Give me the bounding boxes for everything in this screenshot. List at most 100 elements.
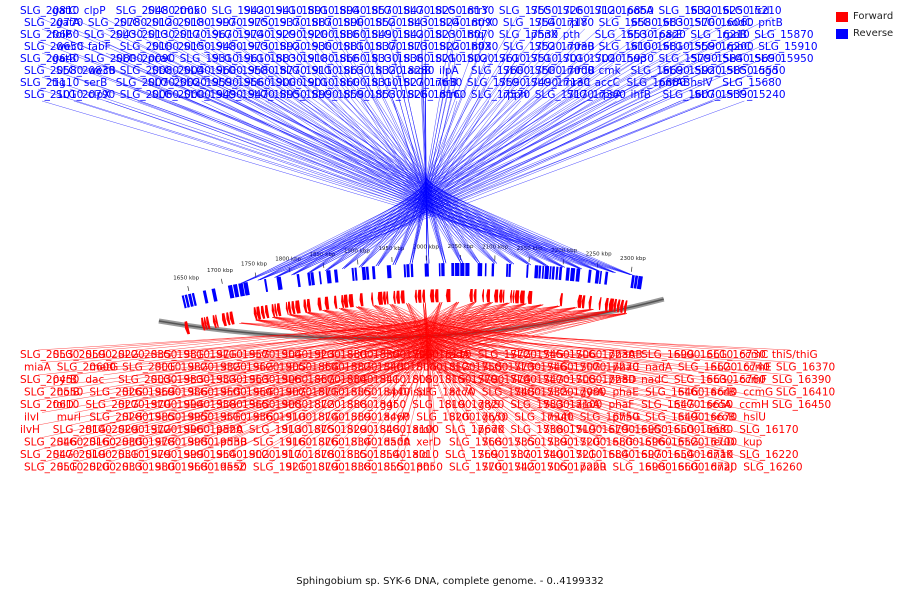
forward-gene xyxy=(333,295,338,309)
reverse-gene-label: ntrC xyxy=(439,89,461,101)
reverse-gene-label: fabF xyxy=(88,41,111,53)
reverse-gene-label: SLG_17490 xyxy=(499,77,558,89)
legend-item-reverse: Reverse xyxy=(836,25,893,42)
gene-leader-line xyxy=(307,311,660,351)
gene-leader-line xyxy=(293,40,498,264)
gene-leader-line xyxy=(276,16,709,278)
gene-leader-line xyxy=(243,16,773,283)
reverse-gene-label: SLG_20640 xyxy=(20,53,79,65)
forward-gene-label: phaE xyxy=(612,387,638,399)
gene-leader-line xyxy=(107,308,592,438)
reverse-gene-label: SLG_15210 xyxy=(722,5,781,17)
forward-gene-label: SLG_19500 xyxy=(187,387,246,399)
reverse-gene-label: SLG_20770 xyxy=(24,17,83,29)
reverse-gene-label: parE xyxy=(658,29,682,41)
forward-gene-label: SLG_18400 xyxy=(351,362,410,374)
forward-gene xyxy=(604,297,609,311)
forward-gene-label: SLG_20030 xyxy=(118,374,177,386)
gene-leader-line xyxy=(70,311,611,451)
reverse-gene-label: SLG_18600 xyxy=(307,77,366,89)
forward-swatch xyxy=(836,11,848,22)
forward-gene xyxy=(253,307,258,321)
gene-leader-line xyxy=(291,100,681,276)
reverse-gene-label: SLG_19110 xyxy=(279,65,338,77)
reverse-gene-label: SLG_15870 xyxy=(754,29,813,41)
forward-gene-label: ispD/ispF xyxy=(384,387,432,399)
forward-gene xyxy=(620,299,625,313)
forward-gene-label: SLG_19650 xyxy=(216,399,275,411)
gene-leader-line xyxy=(201,304,544,401)
reverse-gene-label: SLG_19730 xyxy=(216,41,275,53)
forward-gene-label: SLG_16390 xyxy=(772,374,831,386)
forward-gene-label: SLG_20190 xyxy=(53,449,112,461)
gene-leader-line xyxy=(241,322,790,376)
forward-gene-label: SLG_17340 xyxy=(514,412,573,424)
gene-leader-line xyxy=(105,100,597,271)
gene-leader-line xyxy=(375,76,521,267)
reverse-gene xyxy=(403,264,407,278)
gene-leader-line xyxy=(274,100,713,278)
reverse-gene xyxy=(184,294,190,308)
gene-leader-line xyxy=(165,64,565,268)
reverse-gene-label: SLG_19200 xyxy=(275,29,334,41)
gene-leader-line xyxy=(172,305,558,438)
forward-gene xyxy=(291,300,296,315)
forward-gene-label: SLG_18380 xyxy=(318,462,377,474)
reverse-gene-label: SLG_20080 xyxy=(120,65,179,77)
gene-leader-line xyxy=(425,302,431,451)
forward-gene-label: SLG_19800 xyxy=(122,462,181,474)
gene-leader-line xyxy=(361,100,461,264)
gene-leader-line xyxy=(325,64,481,264)
forward-gene xyxy=(265,305,270,319)
forward-gene xyxy=(226,312,231,326)
gene-leader-line xyxy=(411,40,454,265)
gene-leader-line xyxy=(261,16,515,265)
forward-gene-label: SLG_19020 xyxy=(216,449,275,461)
gene-leader-line xyxy=(288,314,696,438)
reverse-gene-label: icd xyxy=(754,5,769,17)
forward-gene-label: SLG_20300 xyxy=(89,437,148,449)
forward-gene-label: SLG_19830 xyxy=(151,374,210,386)
forward-gene-label: kup xyxy=(743,437,762,449)
scale-label: 2300 kbp xyxy=(620,256,646,262)
reverse-gene xyxy=(424,263,429,277)
reverse-gene xyxy=(441,263,445,277)
gene-leader-line xyxy=(69,64,616,273)
reverse-gene-label: SLG_18900 xyxy=(311,17,370,29)
forward-gene-label: SLG_17690 xyxy=(445,449,504,461)
reverse-gene-label: SLG_16100 xyxy=(599,41,658,53)
gene-leader-line xyxy=(165,16,565,268)
reverse-gene xyxy=(318,271,322,285)
reverse-gene-label: SLG_16830 xyxy=(631,17,690,29)
gene-leader-line xyxy=(341,308,594,376)
gene-leader-line xyxy=(291,314,692,426)
reverse-gene-label: ntrY xyxy=(467,5,489,17)
reverse-gene-label: SLG_18490 xyxy=(339,29,398,41)
gene-leader-line xyxy=(310,88,645,273)
scale-label: 1700 kbp xyxy=(207,268,233,274)
reverse-gene xyxy=(351,267,355,281)
forward-gene xyxy=(481,289,485,303)
reverse-gene-label: SLG_18070 xyxy=(435,29,494,41)
gene-leader-line xyxy=(241,76,777,284)
gene-leader-line xyxy=(105,52,597,271)
forward-gene xyxy=(417,289,422,303)
forward-gene-label: acyP xyxy=(384,412,409,424)
legend: Forward Reverse xyxy=(836,8,893,42)
forward-gene-label: SLG_18750 xyxy=(282,424,341,436)
gene-leader-line xyxy=(391,304,496,451)
forward-gene xyxy=(184,321,191,335)
gene-leader-line xyxy=(69,16,616,273)
reverse-gene-label: SLG_17630 xyxy=(403,77,462,89)
forward-gene xyxy=(221,312,227,327)
forward-gene xyxy=(396,290,401,304)
gene-leader-line xyxy=(411,88,454,265)
gene-leader-line xyxy=(69,88,616,273)
reverse-gene-label: SLG_18940 xyxy=(307,5,366,17)
reverse-gene-label: SLG_15790 xyxy=(658,53,717,65)
reverse-gene-label: SLG_16810 xyxy=(631,41,690,53)
reverse-gene-label: SLG_18430 xyxy=(375,17,434,29)
gene-leader-line xyxy=(420,64,430,264)
forward-gene-label: mutL xyxy=(547,412,574,424)
reverse-gene xyxy=(296,273,301,288)
